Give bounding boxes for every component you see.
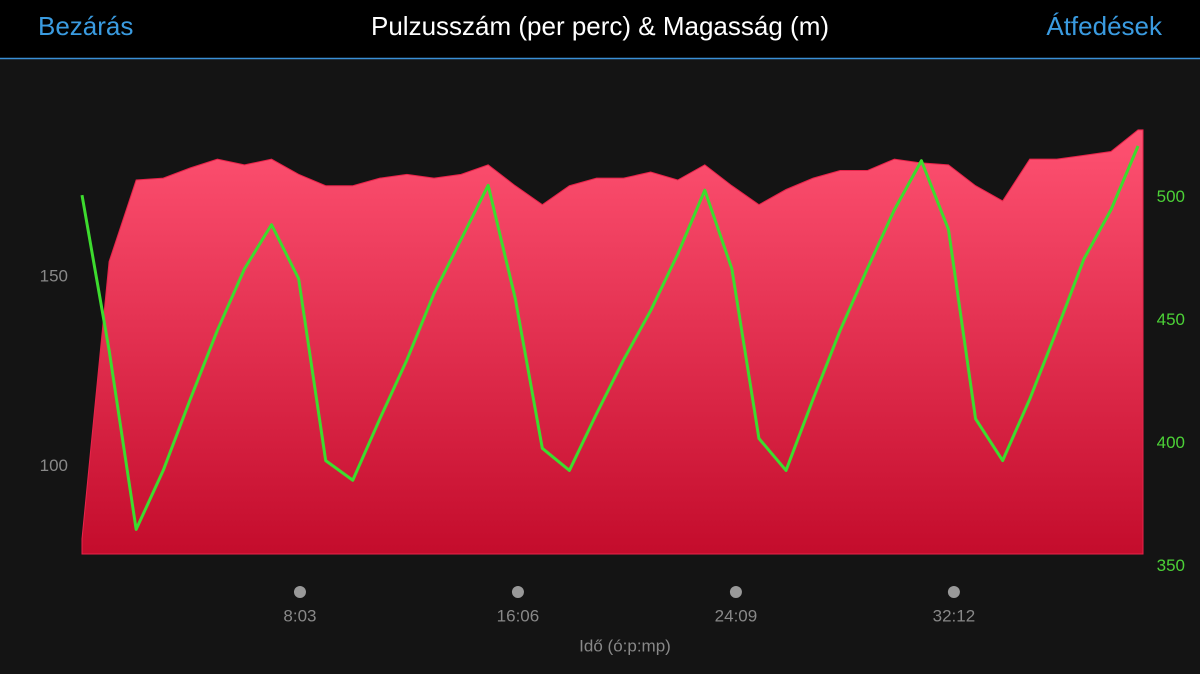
y2-tick-label: 450 [1157, 310, 1185, 329]
header-bar [0, 0, 1200, 58]
heart-rate-area [81, 129, 1144, 555]
y2-tick-label: 500 [1157, 187, 1185, 206]
plot: 100 150 350 400 450 500 8:03 16:06 24:09 32:12 [40, 129, 1185, 625]
chart-title: Pulzusszám (per perc) & Magasság (m) [371, 11, 829, 41]
x-tick-dot [729, 586, 742, 598]
x-axis-label: Idő (ó:p:mp) [579, 636, 671, 655]
altitude-line [80, 145, 1140, 531]
x-tick-label: 24:09 [715, 606, 758, 625]
x-tick-dot [293, 586, 306, 598]
y2-tick-label: 400 [1157, 433, 1185, 452]
y-tick-label: 100 [40, 456, 68, 475]
x-tick-label: 32:12 [933, 606, 976, 625]
close-button[interactable]: Bezárás [38, 11, 133, 41]
x-tick-label: 16:06 [497, 606, 540, 625]
y-tick-label: 150 [40, 266, 68, 285]
x-tick-label: 8:03 [283, 606, 316, 625]
y2-tick-label: 350 [1157, 556, 1185, 575]
x-tick-dot [511, 586, 524, 598]
overlays-button[interactable]: Átfedések [1046, 11, 1163, 41]
x-tick-dot [947, 586, 960, 598]
